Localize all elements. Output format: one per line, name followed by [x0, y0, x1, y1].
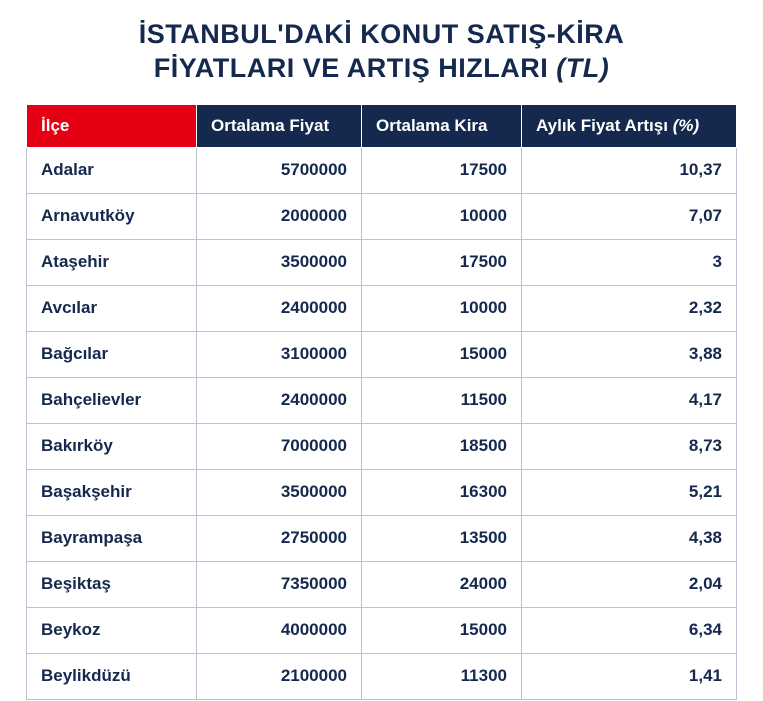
cell-ilce: Bayrampaşa	[27, 515, 197, 561]
col-header-artis-label: Aylık Fiyat Artışı	[536, 116, 668, 135]
cell-kira: 17500	[362, 239, 522, 285]
col-header-ilce: İlçe	[27, 104, 197, 147]
cell-ilce: Bahçelievler	[27, 377, 197, 423]
cell-fiyat: 3500000	[197, 469, 362, 515]
table-header: İlçe Ortalama Fiyat Ortalama Kira Aylık …	[27, 104, 737, 147]
cell-ilce: Adalar	[27, 147, 197, 193]
cell-ilce: Ataşehir	[27, 239, 197, 285]
col-header-fiyat: Ortalama Fiyat	[197, 104, 362, 147]
table-row: Adalar57000001750010,37	[27, 147, 737, 193]
cell-kira: 16300	[362, 469, 522, 515]
cell-fiyat: 4000000	[197, 607, 362, 653]
cell-artis: 6,34	[522, 607, 737, 653]
col-header-artis: Aylık Fiyat Artışı (%)	[522, 104, 737, 147]
cell-fiyat: 2400000	[197, 285, 362, 331]
cell-artis: 8,73	[522, 423, 737, 469]
table-row: Başakşehir3500000163005,21	[27, 469, 737, 515]
col-header-artis-pct: (%)	[673, 116, 699, 135]
title-unit: (TL)	[556, 53, 609, 83]
table-body: Adalar57000001750010,37Arnavutköy2000000…	[27, 147, 737, 699]
cell-artis: 2,04	[522, 561, 737, 607]
col-header-kira-label: Ortalama Kira	[376, 116, 488, 135]
cell-artis: 2,32	[522, 285, 737, 331]
title-line-2-main: FİYATLARI VE ARTIŞ HIZLARI	[154, 53, 557, 83]
col-header-ilce-label: İlçe	[41, 116, 69, 135]
cell-fiyat: 3100000	[197, 331, 362, 377]
cell-kira: 11500	[362, 377, 522, 423]
cell-fiyat: 7350000	[197, 561, 362, 607]
cell-fiyat: 2000000	[197, 193, 362, 239]
table-row: Arnavutköy2000000100007,07	[27, 193, 737, 239]
cell-fiyat: 5700000	[197, 147, 362, 193]
col-header-kira: Ortalama Kira	[362, 104, 522, 147]
cell-kira: 13500	[362, 515, 522, 561]
table-row: Beylikdüzü2100000113001,41	[27, 653, 737, 699]
title-line-2: FİYATLARI VE ARTIŞ HIZLARI (TL)	[139, 52, 624, 86]
table-row: Bahçelievler2400000115004,17	[27, 377, 737, 423]
cell-fiyat: 7000000	[197, 423, 362, 469]
col-header-fiyat-label: Ortalama Fiyat	[211, 116, 329, 135]
table-row: Beykoz4000000150006,34	[27, 607, 737, 653]
cell-kira: 11300	[362, 653, 522, 699]
cell-ilce: Arnavutköy	[27, 193, 197, 239]
cell-ilce: Başakşehir	[27, 469, 197, 515]
cell-artis: 4,17	[522, 377, 737, 423]
cell-kira: 17500	[362, 147, 522, 193]
cell-kira: 10000	[362, 285, 522, 331]
cell-artis: 10,37	[522, 147, 737, 193]
cell-kira: 10000	[362, 193, 522, 239]
cell-artis: 7,07	[522, 193, 737, 239]
cell-kira: 15000	[362, 607, 522, 653]
cell-ilce: Beşiktaş	[27, 561, 197, 607]
page-title-wrap: İSTANBUL'DAKİ KONUT SATIŞ-KİRA FİYATLARI…	[26, 18, 737, 86]
cell-fiyat: 2100000	[197, 653, 362, 699]
cell-kira: 24000	[362, 561, 522, 607]
cell-ilce: Avcılar	[27, 285, 197, 331]
cell-ilce: Beylikdüzü	[27, 653, 197, 699]
cell-artis: 5,21	[522, 469, 737, 515]
cell-kira: 18500	[362, 423, 522, 469]
price-table: İlçe Ortalama Fiyat Ortalama Kira Aylık …	[26, 104, 737, 700]
table-row: Ataşehir3500000175003	[27, 239, 737, 285]
title-line-1: İSTANBUL'DAKİ KONUT SATIŞ-KİRA	[139, 18, 624, 52]
cell-artis: 3,88	[522, 331, 737, 377]
table-row: Bağcılar3100000150003,88	[27, 331, 737, 377]
table-row: Beşiktaş7350000240002,04	[27, 561, 737, 607]
cell-fiyat: 2400000	[197, 377, 362, 423]
cell-ilce: Bakırköy	[27, 423, 197, 469]
cell-artis: 1,41	[522, 653, 737, 699]
page-title: İSTANBUL'DAKİ KONUT SATIŞ-KİRA FİYATLARI…	[139, 18, 624, 86]
cell-fiyat: 2750000	[197, 515, 362, 561]
table-row: Bayrampaşa2750000135004,38	[27, 515, 737, 561]
cell-ilce: Beykoz	[27, 607, 197, 653]
cell-artis: 3	[522, 239, 737, 285]
cell-fiyat: 3500000	[197, 239, 362, 285]
table-row: Avcılar2400000100002,32	[27, 285, 737, 331]
table-row: Bakırköy7000000185008,73	[27, 423, 737, 469]
cell-ilce: Bağcılar	[27, 331, 197, 377]
cell-artis: 4,38	[522, 515, 737, 561]
cell-kira: 15000	[362, 331, 522, 377]
